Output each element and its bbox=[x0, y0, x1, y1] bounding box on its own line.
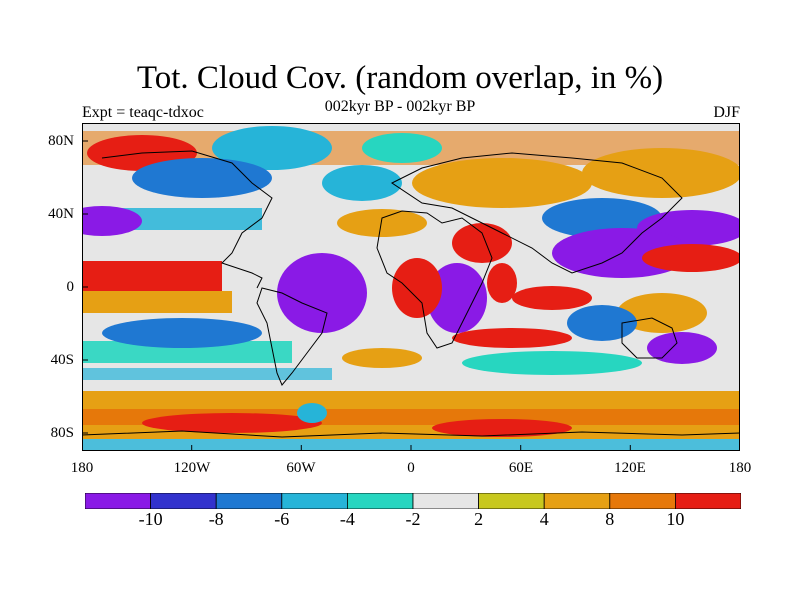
north-america-coast bbox=[101, 150, 273, 289]
eurasia-coast bbox=[391, 152, 683, 274]
lat-label-80s: 80S bbox=[50, 425, 74, 441]
antarctica-coast bbox=[82, 430, 740, 438]
colorbar-label: -4 bbox=[339, 509, 355, 529]
lon-label-0: 0 bbox=[407, 460, 415, 476]
colorbar-label: -2 bbox=[405, 509, 421, 529]
colorbar-box bbox=[478, 493, 545, 509]
anomaly-fields bbox=[82, 126, 740, 451]
experiment-label: Expt = teaqc-tdxoc bbox=[82, 104, 204, 121]
colorbar-box bbox=[675, 493, 741, 509]
lon-label-120e: 120E bbox=[614, 460, 646, 476]
africa-coast bbox=[376, 210, 493, 349]
colorbar-box bbox=[609, 493, 676, 509]
colorbar-label: 2 bbox=[474, 509, 484, 529]
lon-label-60e: 60E bbox=[508, 460, 534, 476]
colorbar-box bbox=[215, 493, 283, 509]
tick-marks bbox=[82, 140, 631, 451]
colorbar-box bbox=[346, 493, 414, 509]
lon-label-180w: 180 bbox=[70, 460, 94, 476]
colorbar-label: -8 bbox=[208, 509, 224, 529]
colorbar-box bbox=[281, 493, 348, 509]
map-title: Tot. Cloud Cov. (random overlap, in %) bbox=[136, 60, 664, 96]
map-subtitle: 002kyr BP - 002kyr BP bbox=[324, 98, 476, 115]
coastlines bbox=[82, 150, 740, 438]
colorbar-box bbox=[150, 493, 217, 509]
colorbar bbox=[85, 493, 741, 509]
colorbar-label: 4 bbox=[539, 509, 549, 529]
colorbar-box bbox=[85, 493, 151, 509]
lat-label-40n: 40N bbox=[48, 206, 74, 222]
season-label: DJF bbox=[713, 104, 740, 121]
lon-label-60w: 60W bbox=[286, 460, 316, 476]
south-america-coast bbox=[256, 287, 328, 386]
lat-label-equator: 0 bbox=[66, 279, 75, 295]
cloud-cover-anomaly-map bbox=[82, 123, 740, 451]
australia-coast bbox=[621, 317, 678, 359]
colorbar-box bbox=[543, 493, 611, 509]
colorbar-box bbox=[412, 493, 479, 509]
lat-label-40s: 40S bbox=[50, 352, 74, 368]
colorbar-label: -10 bbox=[138, 509, 163, 529]
lon-label-120w: 120W bbox=[173, 460, 211, 476]
colorbar-label: -6 bbox=[274, 509, 290, 529]
lon-label-180e: 180 bbox=[728, 460, 752, 476]
lat-label-80n: 80N bbox=[48, 133, 74, 149]
colorbar-label: 10 bbox=[666, 509, 685, 529]
colorbar-label: 8 bbox=[605, 509, 615, 529]
